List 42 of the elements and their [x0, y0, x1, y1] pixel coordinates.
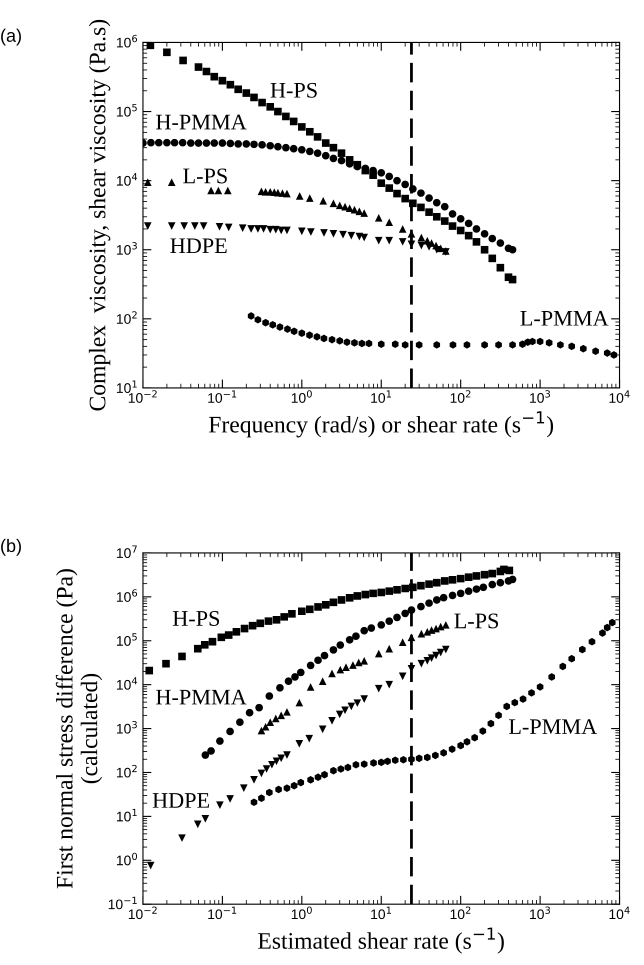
y-tick-label: 10$^{7}$ [116, 545, 137, 558]
y-tick-label: 10$^{2}$ [116, 311, 137, 324]
series-label: HDPE [170, 238, 227, 254]
y-tick-label: 10$^{1}$ [116, 808, 137, 822]
y-axis-title: First normal stress difference (Pa) (calculated) [56, 569, 102, 888]
x-tick-label: 10$^{−1}$ [208, 906, 236, 920]
x-tick-label: 10$^{4}$ [609, 906, 630, 920]
series-label: L-PS [183, 168, 227, 184]
y-tick-label: 10$^{3}$ [116, 242, 137, 255]
legend-label: L-PMMA [509, 719, 598, 734]
x-tick-label: 10$^{1}$ [371, 390, 392, 403]
x-tick-label: 10$^{0}$ [292, 906, 312, 920]
x-tick-label: 10$^{2}$ [450, 906, 470, 920]
y-tick-label: 10$^{6}$ [116, 589, 138, 602]
x-tick-label: 10$^{1}$ [371, 906, 392, 920]
y-axis-title: Complex viscosity, shear viscosity (Pa.s) [88, 20, 110, 411]
series-label: HDPE [152, 793, 210, 808]
y-tick-label: 10$^{5}$ [116, 104, 137, 117]
x-tick-label: 10$^{2}$ [450, 390, 470, 403]
x-tick-label: 10$^{0}$ [292, 390, 312, 403]
legend-label: L-PMMA [520, 310, 609, 326]
series-label: H-PS [270, 82, 317, 98]
x-tick-label: 10$^{3}$ [530, 906, 550, 920]
text: (a) [1, 28, 21, 46]
y-tick-label: 10$^{0}$ [116, 852, 138, 866]
x-axis-title: Estimated shear rate (s$^{−1}$) [258, 928, 504, 954]
y-tick-label: 10$^{4}$ [116, 677, 138, 690]
text: (b) [1, 538, 21, 556]
y-tick-label: 10$^{2}$ [116, 764, 137, 778]
series-label: H-PS [172, 611, 220, 626]
y-tick-label: 10$^{3}$ [116, 720, 137, 734]
x-tick-label: 10$^{−1}$ [208, 390, 236, 403]
x-tick-label: 10$^{4}$ [609, 390, 630, 403]
x-axis-title: Frequency (rad/s) or shear rate (s$^{−1}$) [208, 411, 554, 438]
x-tick-label: 10$^{3}$ [530, 390, 550, 403]
y-tick-label: 10$^{1}$ [116, 380, 137, 394]
series-label: L-PS [454, 613, 498, 628]
y-tick-label: 10$^{4}$ [116, 173, 138, 186]
y-tick-label: 10$^{6}$ [116, 34, 138, 48]
series-label: H-PMMA [156, 690, 247, 704]
y-tick-label: 10$^{5}$ [116, 633, 137, 646]
series-label: H-PMMA [156, 114, 247, 130]
